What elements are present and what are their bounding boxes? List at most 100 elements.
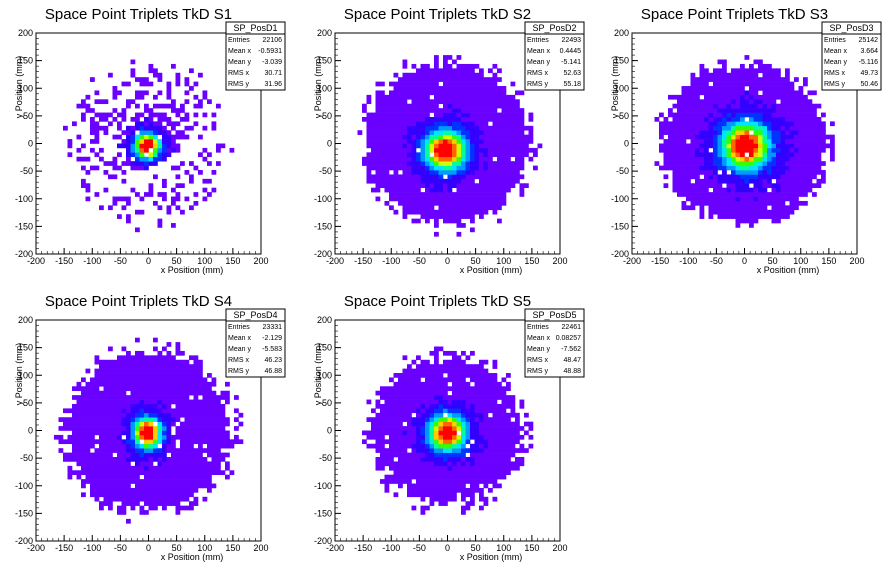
heatmap-bin <box>162 364 167 369</box>
heatmap-bin <box>506 421 511 427</box>
heatmap-bin <box>677 99 682 105</box>
heatmap-bin <box>438 112 444 118</box>
heatmap-bin <box>713 134 718 140</box>
heatmap-bin <box>162 403 167 409</box>
heatmap-bin <box>402 81 408 87</box>
heatmap-bin <box>452 368 457 374</box>
heatmap-bin <box>389 434 394 440</box>
heatmap-bin <box>130 457 136 462</box>
heatmap-bin <box>380 116 385 122</box>
heatmap-bin <box>447 474 453 480</box>
heatmap-bin <box>434 381 439 387</box>
heatmap-bin <box>447 116 453 122</box>
heatmap-bin <box>362 103 367 109</box>
heatmap-bin <box>677 174 682 180</box>
heatmap-bin <box>699 187 705 193</box>
heatmap-bin <box>717 165 723 171</box>
heatmap-bin <box>506 125 511 131</box>
heatmap-bin <box>762 147 768 153</box>
heatmap-bin <box>139 483 145 489</box>
heatmap-bin <box>162 417 167 422</box>
heatmap-bin <box>380 443 385 449</box>
heatmap-bin <box>731 94 736 100</box>
heatmap-bin <box>465 408 471 414</box>
heatmap-bin <box>447 130 453 135</box>
heatmap-bin <box>103 461 109 467</box>
heatmap-bin <box>85 196 91 202</box>
heatmap-bin <box>117 112 122 118</box>
heatmap-bin <box>483 439 489 445</box>
heatmap-bin <box>112 134 118 140</box>
heatmap-bin <box>112 359 118 365</box>
heatmap-bin <box>193 359 199 365</box>
heatmap-bin <box>429 492 435 498</box>
heatmap-bin <box>171 121 176 127</box>
heatmap-bin <box>389 430 394 436</box>
stats-label: RMS y <box>228 368 250 375</box>
heatmap-bin <box>121 505 127 511</box>
heatmap-bin <box>470 143 475 149</box>
heatmap-bin <box>479 116 484 122</box>
heatmap-bin <box>139 156 145 162</box>
heatmap-bin <box>90 421 95 427</box>
heatmap-bin <box>130 501 136 506</box>
heatmap-bin <box>506 430 511 436</box>
heatmap-bin <box>407 434 412 440</box>
heatmap-bin <box>443 430 448 436</box>
heatmap-bin <box>402 134 408 140</box>
heatmap-bin <box>506 161 511 166</box>
heatmap-bin <box>411 390 417 396</box>
heatmap-bin <box>803 183 808 188</box>
heatmap-bin <box>99 430 104 436</box>
heatmap-bin <box>103 412 109 418</box>
heatmap-bin <box>398 412 403 418</box>
heatmap-bin <box>121 439 127 445</box>
heatmap-bin <box>375 161 381 166</box>
heatmap-bin <box>771 90 777 96</box>
heatmap-bin <box>762 90 768 96</box>
heatmap-bin <box>202 187 208 193</box>
heatmap-bin <box>180 492 185 498</box>
heatmap-bin <box>515 174 520 180</box>
heatmap-bin <box>479 139 484 144</box>
heatmap-bin <box>776 214 781 219</box>
heatmap-bin <box>798 130 804 135</box>
heatmap-bin <box>189 408 194 414</box>
stats-box-frame <box>524 21 585 91</box>
heatmap-bin <box>384 483 390 489</box>
heatmap-bin <box>731 108 736 113</box>
heatmap-bin <box>776 103 781 109</box>
heatmap-bin <box>713 161 718 166</box>
heatmap-bin <box>202 403 208 409</box>
heatmap-bin <box>434 178 439 184</box>
heatmap-bin <box>434 86 439 91</box>
heatmap-bin <box>726 174 732 180</box>
heatmap-bin <box>94 448 100 453</box>
heatmap-bin <box>506 170 511 175</box>
heatmap-bin <box>429 108 435 113</box>
heatmap-bin <box>753 196 759 202</box>
heatmap-bin <box>659 112 664 118</box>
heatmap-bin <box>798 86 804 91</box>
heatmap-bin <box>474 170 480 175</box>
heatmap-bin <box>162 196 167 202</box>
heatmap-bin <box>744 174 750 180</box>
heatmap-bin <box>474 86 480 91</box>
heatmap-bin <box>398 386 403 392</box>
heatmap-bin <box>76 399 82 405</box>
heatmap-bin <box>789 165 795 171</box>
heatmap-bin <box>189 355 194 361</box>
heatmap-bin <box>483 457 489 462</box>
heatmap-bin <box>479 381 484 387</box>
heatmap-bin <box>184 81 190 87</box>
heatmap-bin <box>393 72 399 78</box>
x-tick-label: 50 <box>768 256 778 266</box>
heatmap-bin <box>744 103 750 109</box>
heatmap-bin <box>780 214 786 219</box>
heatmap-bin <box>229 443 235 449</box>
heatmap-bin <box>794 90 799 96</box>
heatmap-bin <box>465 368 471 374</box>
heatmap-bin <box>144 355 149 361</box>
heatmap-bin <box>144 143 149 149</box>
heatmap-bin <box>465 205 471 211</box>
